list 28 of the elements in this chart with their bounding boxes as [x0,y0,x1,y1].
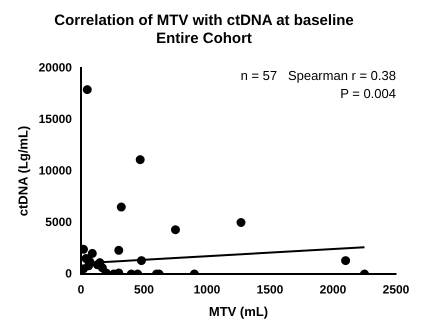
point [82,254,91,264]
x-tick-label: 2000 [320,282,347,297]
point [116,202,126,212]
x-tick-label: 0 [78,282,85,297]
annotation: n = 57 Spearman r = 0.38 [240,68,396,84]
annotation: P = 0.004 [340,86,396,102]
chart-subtitle: Entire Cohort [156,30,252,48]
y-tick-label: 5000 [45,214,72,229]
point [98,263,107,272]
x-axis-title: MTV (mL) [208,304,268,319]
x-tick-label: 1000 [194,282,221,297]
point [170,225,180,234]
x-tick-label: 1500 [256,282,284,297]
chart-title: Correlation of MTV with ctDNA at baseline [54,12,354,30]
x-tick-label: 500 [134,282,154,297]
point [82,85,92,94]
point [341,256,350,266]
y-tick-label: 0 [65,266,72,280]
point [136,256,146,266]
y-tick-label: 10000 [38,163,72,178]
point [88,248,97,258]
y-tick-label: 15000 [38,112,72,126]
point [136,155,145,164]
x-tick-label: 2500 [382,282,410,297]
point [114,246,124,255]
point [236,218,246,227]
y-tick-label: 20000 [38,60,72,74]
y-axis-title: ctDNA (Lg/mL) [15,126,30,216]
